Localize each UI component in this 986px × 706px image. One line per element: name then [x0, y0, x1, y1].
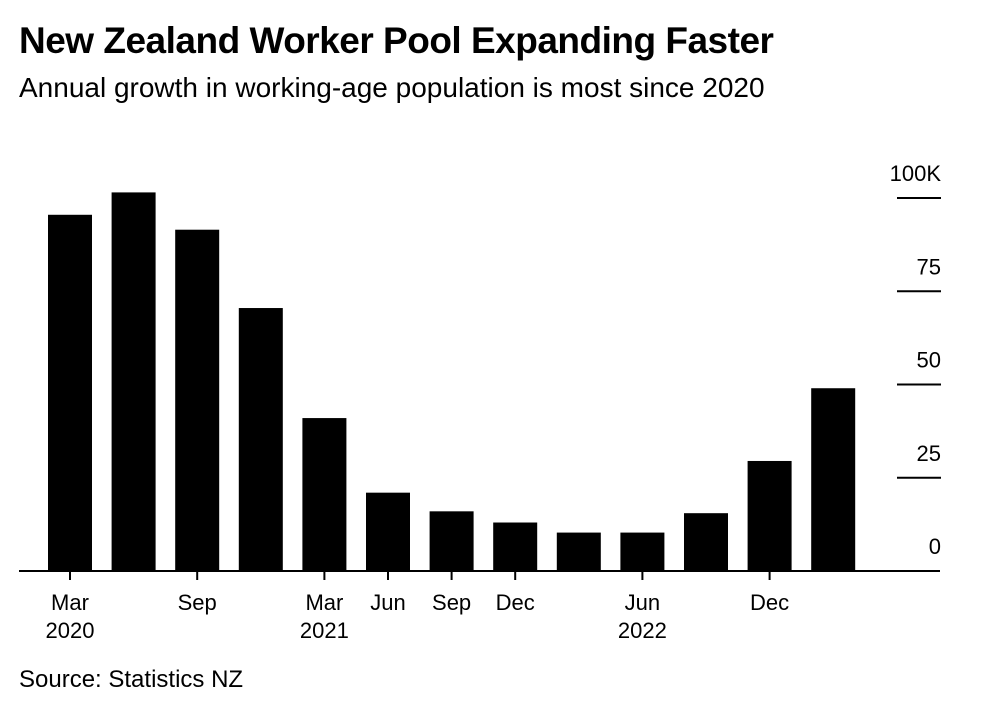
bar-sep-2020 — [175, 229, 220, 571]
source-note: Source: Statistics NZ — [19, 666, 244, 693]
bar-mar-2021 — [302, 418, 347, 571]
bar-sep-2021 — [429, 511, 474, 571]
y-tick-label: 50 — [917, 348, 941, 373]
bar-dec-2021 — [493, 522, 538, 571]
bar-jun-2022 — [620, 532, 665, 571]
bar-jun-2020 — [111, 192, 156, 571]
bar-mar-2023 — [811, 388, 856, 571]
x-tick-label: Dec — [496, 590, 535, 615]
bar-mar-2022 — [556, 532, 601, 571]
x-tick-label: Jun — [370, 590, 405, 615]
x-tick-label: Mar — [51, 590, 89, 615]
x-tick-year: 2022 — [618, 618, 667, 643]
x-tick-label: Dec — [750, 590, 789, 615]
chart-title: New Zealand Worker Pool Expanding Faster — [19, 20, 774, 61]
bar-dec-2022 — [747, 460, 792, 571]
y-tick-label: 75 — [917, 254, 941, 279]
bar-dec-2020 — [238, 308, 283, 571]
y-tick-label: 25 — [917, 441, 941, 466]
y-tick-label: 100K — [890, 161, 942, 186]
chart-subtitle: Annual growth in working-age population … — [19, 72, 765, 103]
x-tick-label: Sep — [178, 590, 217, 615]
x-tick-label: Mar — [305, 590, 343, 615]
x-tick-year: 2020 — [46, 618, 95, 643]
x-tick-year: 2021 — [300, 618, 349, 643]
bar-jun-2021 — [366, 492, 410, 571]
bar-sep-2022 — [684, 513, 728, 571]
y-tick-label: 0 — [929, 534, 941, 559]
bar-mar-2020 — [48, 214, 92, 571]
x-tick-label: Jun — [625, 590, 660, 615]
x-tick-label: Sep — [432, 590, 471, 615]
